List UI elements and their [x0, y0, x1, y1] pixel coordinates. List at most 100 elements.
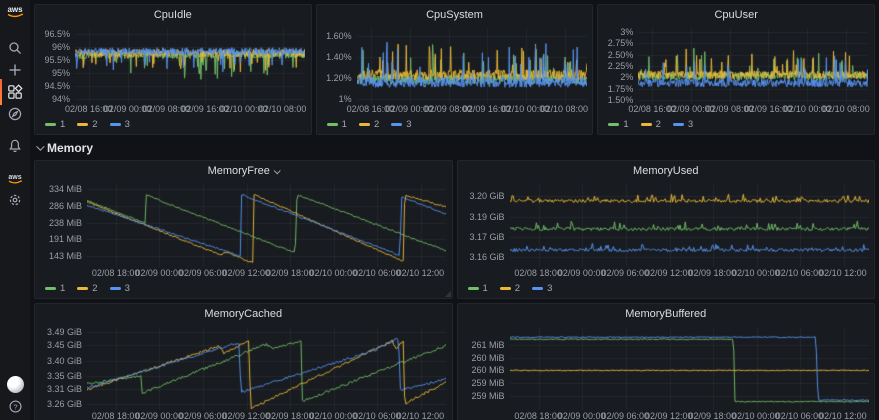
aws-logo[interactable]: aws	[4, 4, 26, 19]
panel-title-text: MemoryUsed	[633, 165, 699, 177]
y-tick-label: 259 MiB	[471, 378, 505, 389]
legend-label: 3	[124, 118, 130, 130]
x-tick-label: 02/09 00:00	[385, 104, 434, 114]
x-tick-label: 02/08 16:00	[346, 104, 395, 114]
panel-title-memoryfree[interactable]: MemoryFree	[41, 161, 446, 181]
y-tick-label: 3.31 GiB	[46, 383, 82, 394]
x-tick-label: 02/10 12:00	[819, 411, 867, 420]
user-avatar[interactable]	[6, 376, 24, 393]
help-icon[interactable]: ?	[8, 399, 23, 414]
chart-plot[interactable]	[638, 28, 869, 103]
panel-resize-handle[interactable]	[444, 291, 451, 297]
chart-plot[interactable]	[87, 327, 446, 410]
legend-item[interactable]: 1	[45, 283, 65, 294]
legend-label: 1	[60, 118, 66, 130]
panel-memory-buffered: MemoryBuffered 261 MiB 260 MiB 260 MiB 259 …	[456, 303, 875, 420]
legend-item[interactable]: 2	[499, 283, 520, 294]
x-tick-label: 02/09 06:00	[601, 411, 650, 420]
legend-swatch	[391, 122, 403, 126]
legend-item[interactable]: 1	[326, 119, 347, 130]
panel-memory-free: MemoryFree 334 MiB 286 MiB 238 MiB 191 MiB 1…	[34, 160, 453, 299]
panel-menu-chevron-icon[interactable]	[273, 166, 281, 174]
plus-icon[interactable]	[0, 59, 30, 81]
chart-plot[interactable]	[509, 327, 869, 410]
svg-text:aws: aws	[7, 5, 23, 14]
chevron-down-icon	[36, 141, 45, 151]
dashboards-icon[interactable]	[0, 79, 30, 105]
panel-title-cpusystem[interactable]: CpuSystem	[323, 5, 587, 25]
chart-plot[interactable]	[509, 184, 869, 267]
chart-plot[interactable]	[75, 28, 305, 103]
chart-legend: 1 2 3	[604, 116, 868, 132]
compass-icon[interactable]	[0, 103, 30, 125]
y-tick-label: 2%	[620, 72, 634, 83]
row-header-label: Memory	[47, 140, 94, 155]
y-tick-label: 2.50%	[607, 49, 634, 60]
x-tick-label: 02/10 12:00	[396, 411, 445, 420]
bell-icon[interactable]	[0, 135, 30, 157]
legend-item[interactable]: 3	[391, 119, 412, 130]
y-tick-label: 95%	[51, 68, 70, 79]
chart-plot[interactable]	[356, 28, 587, 103]
legend-item[interactable]: 1	[467, 283, 488, 294]
legend-item[interactable]: 1	[45, 119, 65, 130]
legend-swatch	[672, 122, 684, 126]
legend-item[interactable]: 2	[77, 119, 98, 130]
panel-title-cpuidle[interactable]: CpuIdle	[41, 5, 305, 25]
panel-title-memoryused[interactable]: MemoryUsed	[464, 161, 869, 181]
x-tick-label: 02/10 08:00	[822, 104, 870, 114]
legend-swatch	[358, 122, 370, 126]
y-tick-label: 259 MiB	[471, 390, 505, 401]
row-header-memory[interactable]: Memory	[34, 139, 875, 156]
panel-title-cpuuser[interactable]: CpuUser	[604, 5, 868, 25]
x-axis: 02/08 16:00 02/09 00:00 02/09 08:00 02/09 1…	[628, 103, 870, 116]
legend-swatch	[77, 286, 89, 290]
y-tick-label: 191 MiB	[48, 234, 82, 245]
legend-swatch	[45, 122, 56, 126]
search-icon[interactable]	[0, 37, 30, 59]
legend-item[interactable]: 3	[109, 118, 130, 130]
panel-title-memorybuffered[interactable]: MemoryBuffered	[464, 304, 869, 324]
panel-title-text: MemoryBuffered	[625, 308, 707, 320]
x-tick-label: 02/10 06:00	[353, 411, 401, 420]
y-axis: 96.5% 96% 95.5% 95% 94.5% 94%	[41, 28, 75, 104]
legend-item[interactable]: 2	[640, 119, 661, 130]
y-tick-label: 3.20 GiB	[469, 191, 505, 202]
legend-label: 1	[623, 118, 629, 130]
legend-item[interactable]: 3	[532, 283, 552, 294]
legend-label: 3	[687, 118, 694, 130]
x-tick-label: 02/10 00:00	[309, 268, 358, 278]
x-tick-label: 02/09 16:00	[181, 104, 229, 114]
legend-swatch	[326, 122, 338, 126]
y-tick-label: 96%	[51, 42, 70, 53]
panel-memory-used: MemoryUsed 3.20 GiB 3.19 GiB 3.17 GiB 3.16 …	[456, 160, 875, 299]
x-tick-label: 02/10 00:00	[309, 411, 358, 420]
legend-item[interactable]: 2	[358, 119, 379, 130]
legend-item[interactable]: 1	[608, 118, 629, 130]
sidebar: aws aws ?	[0, 0, 30, 420]
y-axis: 1.60% 1.40% 1.20% 1%	[323, 28, 357, 104]
x-tick-label: 02/10 06:00	[353, 268, 401, 278]
y-tick-label: 3.16 GiB	[469, 252, 505, 263]
y-axis: 3.20 GiB 3.19 GiB 3.17 GiB 3.16 GiB	[464, 184, 510, 267]
panel-title-memorycached[interactable]: MemoryCached	[41, 304, 446, 324]
x-tick-label: 02/08 18:00	[514, 268, 562, 278]
x-tick-label: 02/09 16:00	[462, 104, 511, 114]
y-tick-label: 2.75%	[607, 38, 634, 49]
legend-item[interactable]: 3	[109, 283, 130, 294]
chart-plot[interactable]	[87, 184, 446, 267]
x-tick-label: 02/08 16:00	[628, 104, 676, 114]
chart-legend: 1 2 3	[41, 116, 305, 132]
y-tick-label: 1.60%	[326, 31, 352, 42]
legend-item[interactable]: 3	[672, 118, 694, 130]
x-tick-label: 02/08 18:00	[514, 411, 562, 420]
y-tick-label: 334 MiB	[48, 183, 82, 194]
x-axis: 02/08 18:00 02/09 00:00 02/09 06:00 02/09 1…	[87, 267, 446, 280]
aws-plugin-icon[interactable]: aws	[0, 167, 30, 189]
y-tick-label: 1%	[338, 93, 352, 104]
legend-item[interactable]: 2	[77, 283, 98, 294]
gear-icon[interactable]	[0, 189, 30, 211]
x-tick-label: 02/10 00:00	[732, 268, 780, 278]
x-tick-label: 02/09 06:00	[178, 268, 227, 278]
panel-title-text: CpuSystem	[426, 9, 483, 21]
